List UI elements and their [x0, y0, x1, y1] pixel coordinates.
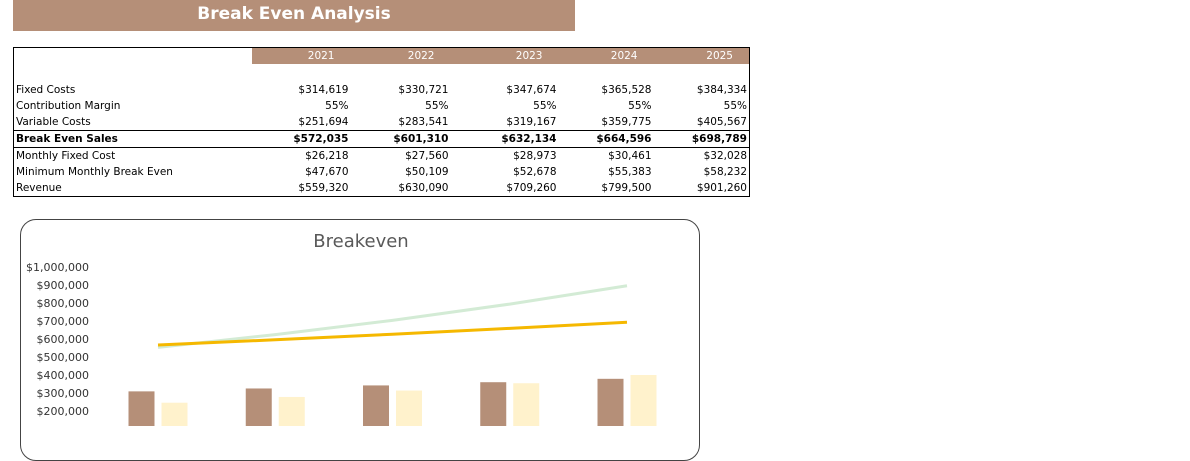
cell: $52,678 — [513, 166, 557, 178]
cell: $359,775 — [601, 116, 652, 128]
y-tick-label: $1,000,000 — [26, 261, 89, 274]
cell: 55% — [723, 100, 747, 112]
cell: $314,619 — [298, 84, 349, 96]
row-label: Variable Costs — [16, 116, 91, 128]
cell: $26,218 — [305, 150, 349, 162]
y-tick-label: $400,000 — [37, 369, 90, 382]
cell: $30,461 — [608, 150, 652, 162]
chart-frame: Breakeven $200,000 $300,000 $400,000 $500,0… — [20, 219, 700, 461]
corner-cell — [14, 48, 252, 65]
cell: $601,310 — [350, 130, 451, 148]
cell: $698,789 — [653, 130, 750, 148]
table-row: Revenue $559,320 $630,090 $709,260 $799,500 $… — [14, 180, 750, 197]
year-header: 2022 — [350, 47, 451, 64]
row-label: Break Even Sales — [13, 130, 252, 148]
chart: Breakeven $200,000 $300,000 $400,000 $500,0… — [26, 231, 657, 426]
bar — [480, 382, 507, 426]
table-row: Minimum Monthly Break Even $47,670 $50,109… — [14, 164, 750, 180]
cell: $32,028 — [703, 150, 747, 162]
bar — [363, 385, 389, 426]
row-label: Minimum Monthly Break Even — [16, 166, 173, 178]
line — [157, 320, 628, 347]
cell: 55% — [628, 100, 652, 112]
cell: $632,134 — [450, 130, 559, 148]
sheet-title: Break Even Analysis — [13, 0, 575, 31]
cell: $47,670 — [305, 166, 349, 178]
header-row: 2021 2022 2023 2024 2025 — [14, 47, 750, 65]
year-header: 2025 — [653, 47, 750, 64]
cell: 55% — [325, 100, 349, 112]
bar — [245, 388, 272, 426]
row-label: Monthly Fixed Cost — [16, 150, 116, 162]
bar — [630, 374, 657, 426]
cell: $28,973 — [513, 150, 557, 162]
cell: $709,260 — [506, 182, 557, 194]
table-row: Break Even Sales $572,035 $601,310 $632,134… — [13, 130, 750, 148]
cell: $347,674 — [506, 84, 557, 96]
bar — [396, 390, 422, 426]
cell: $330,721 — [398, 84, 449, 96]
cell: $630,090 — [398, 182, 449, 194]
y-tick-label: $300,000 — [37, 387, 90, 400]
row-label: Revenue — [16, 182, 62, 194]
cell: $55,383 — [608, 166, 652, 178]
bar — [161, 402, 188, 426]
y-tick-label: $800,000 — [37, 297, 90, 310]
table-row: Variable Costs $251,694 $283,541 $319,167 $3… — [14, 114, 750, 131]
spacer-cell — [14, 64, 750, 82]
bar — [597, 378, 624, 426]
table-row: Contribution Margin 55% 55% 55% 55% 55% — [14, 98, 750, 114]
line — [157, 284, 628, 349]
cell: $901,260 — [696, 182, 747, 194]
chart-title: Breakeven — [313, 231, 408, 252]
cell: $58,232 — [703, 166, 747, 178]
bar — [278, 396, 305, 426]
cell: $283,541 — [398, 116, 449, 128]
cell: $251,694 — [298, 116, 349, 128]
cell: $664,596 — [558, 130, 654, 148]
cell: $384,334 — [696, 84, 747, 96]
row-label: Contribution Margin — [16, 100, 121, 112]
table-row: Monthly Fixed Cost $26,218 $27,560 $28,973 $… — [14, 148, 750, 165]
y-tick-label: $700,000 — [37, 315, 90, 328]
row-label: Fixed Costs — [16, 84, 76, 96]
table-row: Fixed Costs $314,619 $330,721 $347,674 $365,… — [14, 82, 750, 98]
y-tick-label: $600,000 — [37, 333, 90, 346]
cell: $365,528 — [601, 84, 652, 96]
y-tick-label: $500,000 — [37, 351, 90, 364]
page: Break Even Analysis 2021 2022 2023 2024 2025… — [13, 0, 750, 461]
cell: $559,320 — [298, 182, 349, 194]
y-tick-label: $900,000 — [37, 279, 90, 292]
cell: $572,035 — [251, 130, 351, 148]
cell: $799,500 — [601, 182, 652, 194]
year-header: 2023 — [450, 47, 559, 64]
cell: $405,567 — [696, 116, 747, 128]
data-table: 2021 2022 2023 2024 2025 Fixed Costs $314,619… — [13, 47, 750, 197]
cell: 55% — [533, 100, 557, 112]
year-header: 2024 — [558, 47, 654, 64]
cell: $50,109 — [405, 166, 449, 178]
y-tick-label: $200,000 — [37, 405, 90, 418]
bar — [128, 391, 155, 426]
year-header: 2021 — [251, 47, 351, 64]
cell: $319,167 — [506, 116, 557, 128]
cell: $27,560 — [405, 150, 449, 162]
bar — [513, 383, 540, 426]
spacer-row — [14, 64, 750, 82]
cell: 55% — [425, 100, 449, 112]
